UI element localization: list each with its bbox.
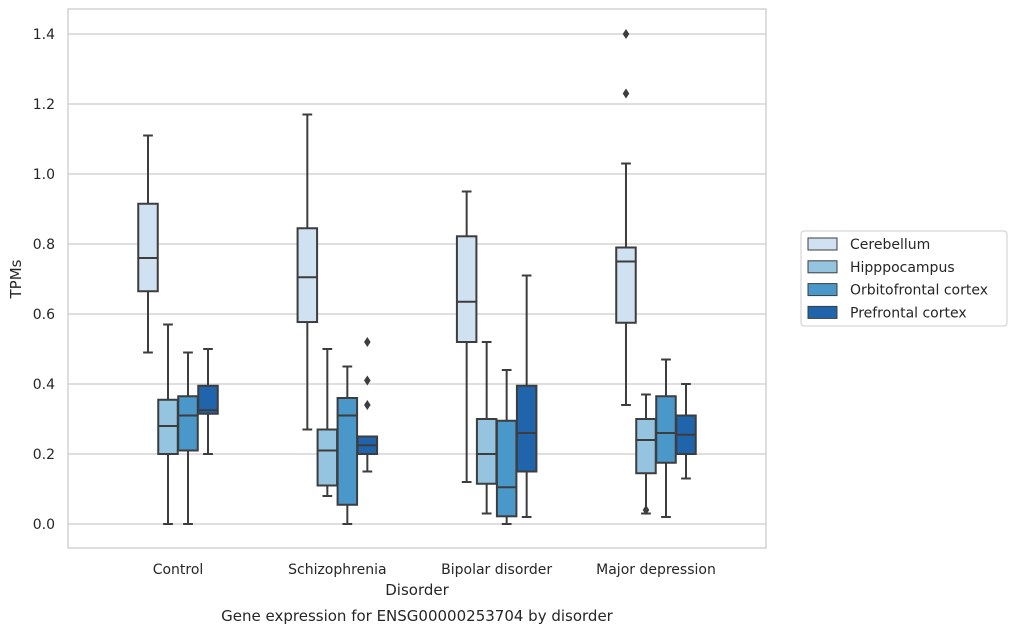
box <box>316 348 339 497</box>
legend-swatch <box>807 260 838 274</box>
box-iqr <box>197 384 219 415</box>
box <box>675 383 697 480</box>
chart-title: Gene expression for ENSG00000253704 by d… <box>221 607 614 625</box>
box-iqr <box>336 397 359 506</box>
grid-lines <box>68 33 766 525</box>
y-tick-labels: 0.0 0.2 0.4 0.6 0.8 1.0 1.2 1.4 <box>33 27 55 533</box>
box-iqr <box>635 418 657 475</box>
x-tick-labels: Control Schizophrenia Bipolar disorder Majo… <box>153 562 716 578</box>
box-plot-series <box>137 29 697 525</box>
box-iqr <box>515 384 538 473</box>
y-tick-label: 1.0 <box>33 167 55 183</box>
plot-frame <box>67 8 767 549</box>
y-tick-label: 1.4 <box>33 27 55 43</box>
series-orbitofrontal-cortex <box>177 351 677 525</box>
legend-frame <box>800 230 1008 327</box>
x-tick-label: Major depression <box>596 562 716 578</box>
box <box>197 348 219 455</box>
y-tick-label: 0.8 <box>33 237 55 253</box>
box-iqr <box>655 395 677 464</box>
legend-label: Hipppocampus <box>850 260 955 276</box>
box <box>356 337 379 473</box>
box-iqr <box>495 419 518 518</box>
y-tick-label: 0.6 <box>33 307 55 323</box>
legend-swatch <box>807 237 838 251</box>
box-iqr <box>177 395 199 452</box>
legend-item: Hipppocampus <box>807 260 955 276</box>
outlier-point <box>364 337 371 347</box>
legend-label: Prefrontal cortex <box>850 305 967 321</box>
box <box>635 393 657 515</box>
outlier-point <box>364 400 371 410</box>
legend-label: Orbitofrontal cortex <box>850 283 988 299</box>
box <box>615 29 637 406</box>
y-tick-label: 0.2 <box>33 447 55 463</box>
box <box>515 274 538 518</box>
box-iqr <box>316 428 339 487</box>
x-tick-label: Control <box>153 562 204 578</box>
box <box>177 351 199 525</box>
legend-swatch <box>807 283 838 297</box>
outlier-point <box>364 375 371 386</box>
series-cerebellum <box>137 29 637 483</box>
outlier-point <box>622 29 630 39</box>
outlier-point <box>642 505 650 515</box>
x-tick-label: Schizophrenia <box>288 562 386 578</box>
box-iqr <box>296 227 319 324</box>
legend-item: Prefrontal cortex <box>807 305 967 321</box>
box <box>475 341 498 515</box>
y-axis-label: TPMs <box>7 259 25 299</box>
legend: Cerebellum Hipppocampus Orbitofrontal cort… <box>800 230 1008 327</box>
series-hipppocampus <box>157 323 657 525</box>
box-iqr <box>455 235 478 343</box>
x-tick-label: Bipolar disorder <box>441 562 552 578</box>
legend-swatch <box>807 305 838 319</box>
box <box>495 369 518 525</box>
box <box>336 365 359 525</box>
y-tick-label: 0.0 <box>33 517 55 533</box>
outlier-point <box>622 88 630 99</box>
box <box>296 113 319 431</box>
legend-item: Cerebellum <box>807 237 930 253</box>
y-tick-label: 1.2 <box>33 97 55 113</box>
series-prefrontal-cortex <box>197 274 697 518</box>
box <box>137 134 159 354</box>
box-iqr <box>615 246 637 324</box>
y-tick-label: 0.4 <box>33 377 55 393</box>
box <box>655 358 677 518</box>
x-axis-label: Disorder <box>385 581 449 599</box>
legend-item: Orbitofrontal cortex <box>807 283 988 299</box>
box <box>157 323 179 525</box>
box-iqr <box>137 202 159 293</box>
box <box>455 190 478 483</box>
legend-label: Cerebellum <box>850 237 930 253</box>
box-iqr <box>475 418 498 485</box>
